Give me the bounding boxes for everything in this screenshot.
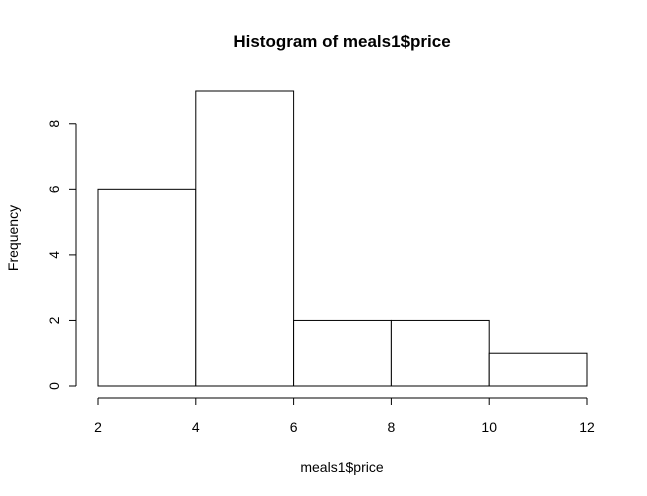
- histogram-bars: [97, 90, 588, 387]
- x-tick-label: 8: [388, 419, 396, 435]
- x-axis-label: meals1$price: [300, 459, 383, 475]
- histogram-bar-3: [293, 319, 392, 387]
- x-tick-label: 4: [192, 419, 200, 435]
- y-axis-label: Frequency: [5, 205, 21, 271]
- histogram-bar-4: [390, 319, 490, 387]
- histogram-bar-5: [488, 352, 588, 387]
- x-tick-label: 12: [579, 419, 595, 435]
- y-tick-label: 0: [46, 382, 62, 390]
- x-tick-label: 10: [481, 419, 497, 435]
- x-axis-ticks: 2 4 6 8 10 12: [94, 398, 595, 435]
- chart-title: Histogram of meals1$price: [233, 32, 450, 51]
- y-axis-ticks: 0 2 4 6 8: [46, 120, 76, 390]
- y-tick-label: 2: [46, 316, 62, 324]
- histogram-bar-2: [195, 90, 295, 387]
- y-tick-label: 8: [46, 120, 62, 128]
- y-tick-label: 6: [46, 185, 62, 193]
- x-tick-label: 2: [94, 419, 102, 435]
- y-tick-label: 4: [46, 251, 62, 259]
- histogram-bar-1: [97, 188, 197, 387]
- x-tick-label: 6: [290, 419, 298, 435]
